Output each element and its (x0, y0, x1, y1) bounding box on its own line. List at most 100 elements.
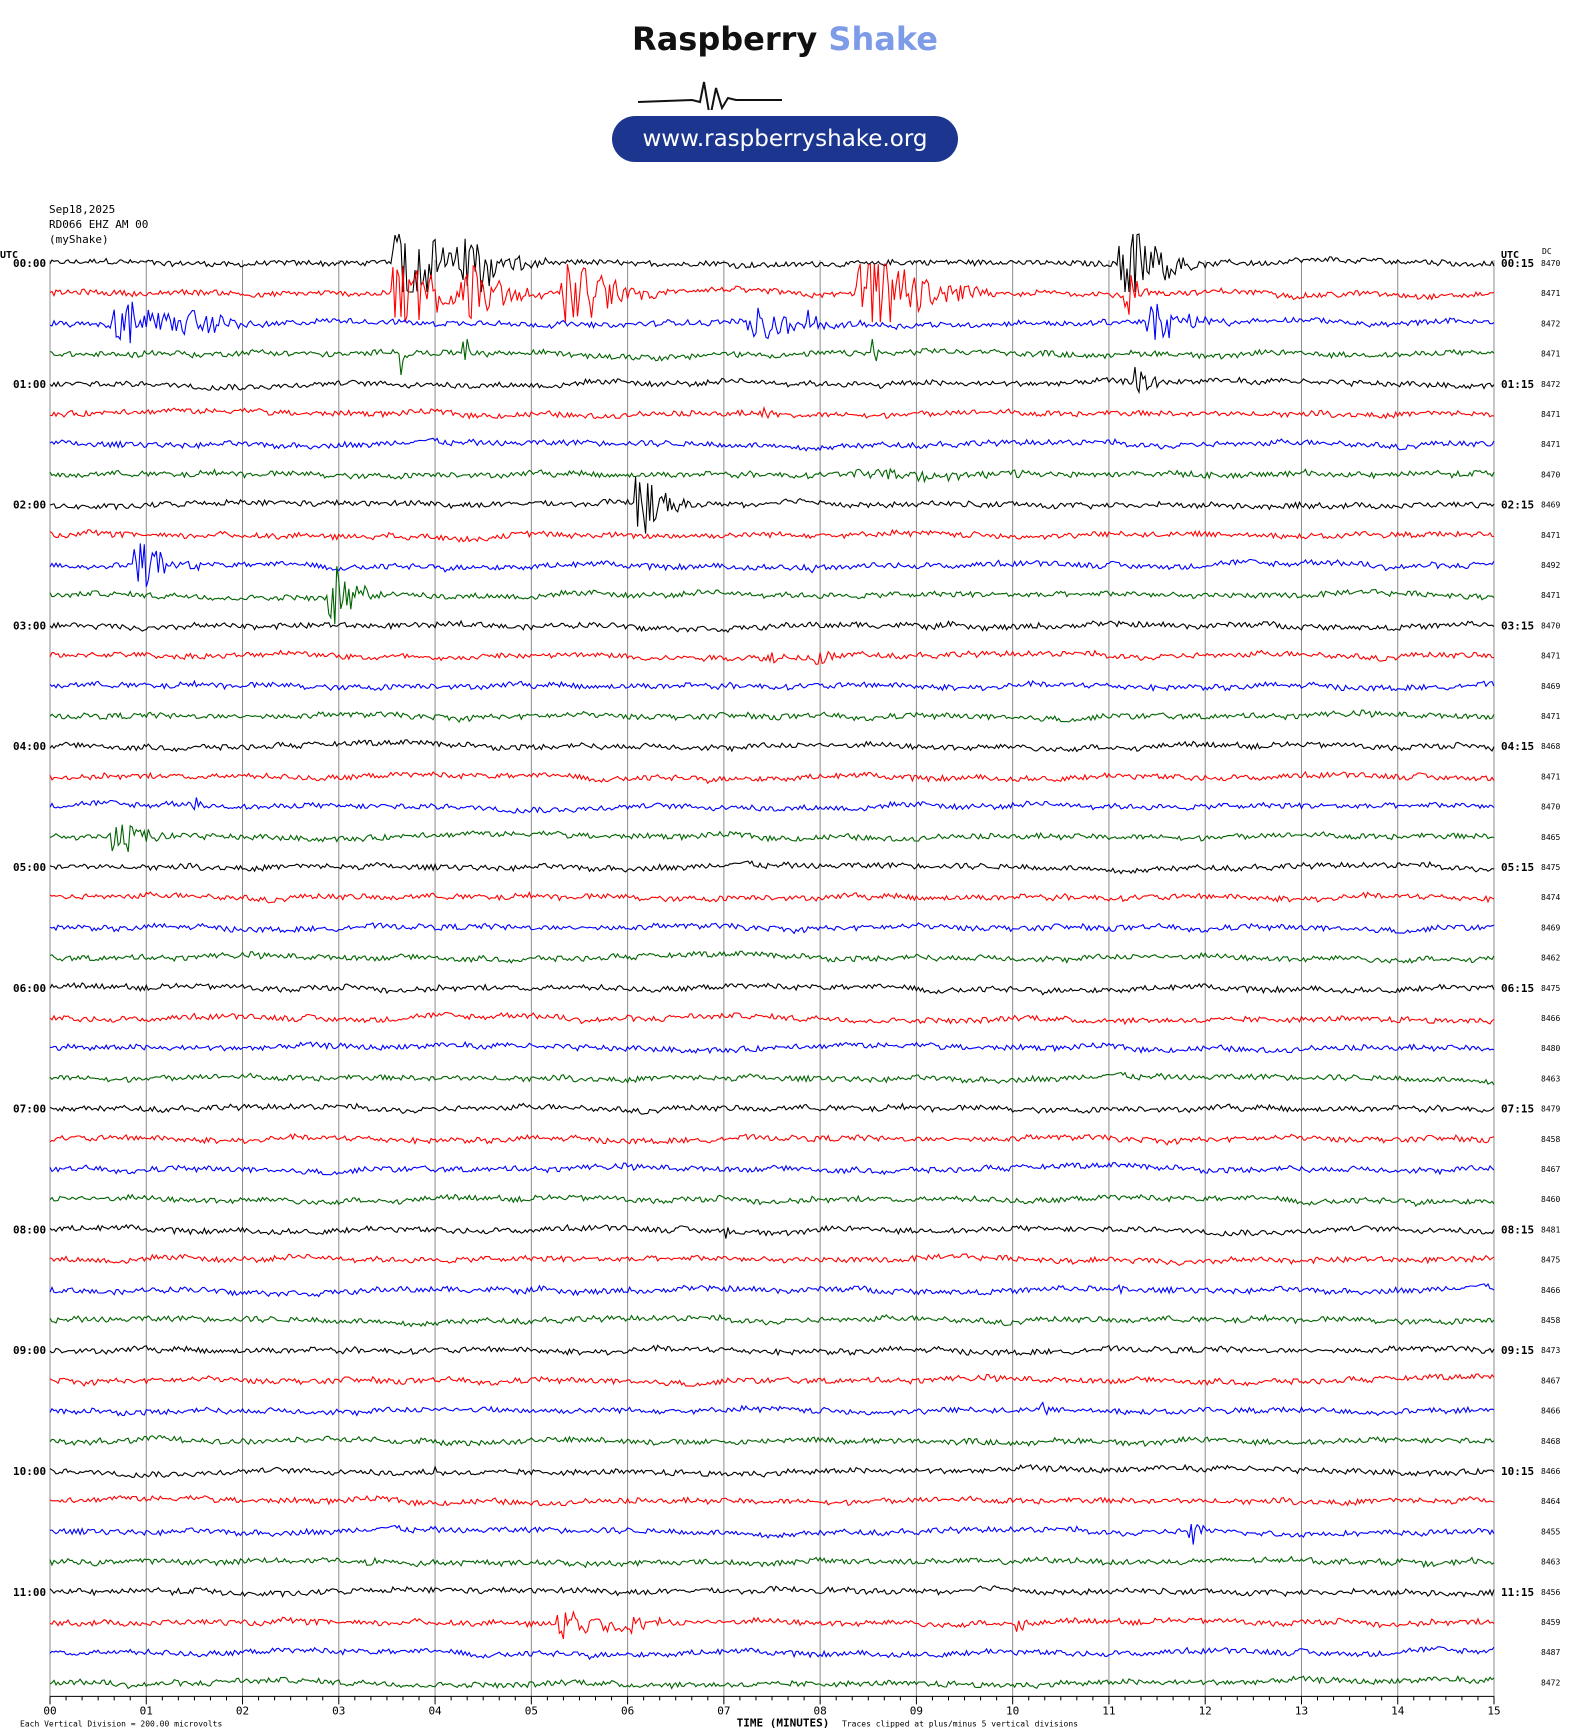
trace-39 (49, 1434, 1495, 1447)
x-tick-label: 15 (1487, 1704, 1500, 1717)
trace-36 (49, 1344, 1495, 1357)
dc-value: 8466 (1541, 1467, 1560, 1476)
trace-46 (49, 1646, 1495, 1661)
trace-4 (49, 366, 1495, 395)
trace-18 (49, 797, 1495, 814)
trace-35 (49, 1313, 1495, 1328)
dc-value: 8471 (1541, 350, 1560, 359)
dc-value: 8481 (1541, 1225, 1560, 1234)
dc-value: 8471 (1541, 712, 1560, 721)
brand-name: Raspberry Shake (560, 20, 1010, 58)
dc-value: 8472 (1541, 1678, 1560, 1687)
trace-32 (49, 1223, 1495, 1239)
header-source: (myShake) (49, 233, 109, 246)
dc-value: 8466 (1541, 1407, 1560, 1416)
dc-value: 8458 (1541, 1135, 1560, 1144)
dc-value: 8487 (1541, 1648, 1560, 1657)
x-tick-label: 02 (236, 1704, 249, 1717)
utc-label-left: UTC (0, 250, 18, 261)
trace-34 (49, 1282, 1495, 1298)
trace-41 (49, 1494, 1495, 1507)
dc-value: 8492 (1541, 561, 1560, 570)
trace-31 (49, 1193, 1495, 1208)
dc-value: 8480 (1541, 1044, 1560, 1053)
hour-label-left: 07:00 (13, 1103, 46, 1116)
hour-label-right: 00:15 (1501, 257, 1534, 270)
x-tick-label: 04 (428, 1704, 442, 1717)
x-tick-label: 11 (1102, 1704, 1115, 1717)
dc-value: 8471 (1541, 410, 1560, 419)
x-tick-label: 09 (910, 1704, 923, 1717)
x-axis-title: TIME (MINUTES) (737, 1716, 830, 1729)
trace-29 (49, 1133, 1495, 1146)
trace-11 (49, 566, 1495, 625)
x-tick-label: 03 (332, 1704, 345, 1717)
raspberry-shake-logo: Raspberry Shake www.raspberryshake.org (560, 20, 1010, 170)
dc-value: 8475 (1541, 1256, 1560, 1265)
x-tick-label: 12 (1199, 1704, 1212, 1717)
trace-37 (49, 1373, 1495, 1387)
hour-label-left: 02:00 (13, 499, 46, 512)
dc-value: 8463 (1541, 1558, 1560, 1567)
dc-value: 8471 (1541, 772, 1560, 781)
hour-label-right: 07:15 (1501, 1103, 1534, 1116)
dc-value: 8469 (1541, 682, 1560, 691)
dc-value: 8471 (1541, 289, 1560, 298)
hour-label-right: 09:15 (1501, 1344, 1534, 1357)
trace-21 (49, 891, 1495, 904)
x-tick-label: 01 (140, 1704, 153, 1717)
dc-value: 8455 (1541, 1527, 1560, 1536)
dc-value: 8465 (1541, 833, 1560, 842)
x-tick-label: 13 (1295, 1704, 1308, 1717)
hour-label-right: 01:15 (1501, 378, 1534, 391)
hour-label-left: 08:00 (13, 1223, 46, 1236)
hour-label-right: 10:15 (1501, 1465, 1534, 1478)
trace-group (49, 233, 1495, 1690)
logo-pulse-icon (637, 81, 782, 110)
trace-12 (49, 619, 1495, 634)
dc-value: 8471 (1541, 652, 1560, 661)
hour-label-right: 03:15 (1501, 619, 1534, 632)
utc-label-right: UTC (1501, 250, 1519, 261)
plot-grid (49, 260, 1495, 1697)
dc-value: 8467 (1541, 1376, 1560, 1385)
dc-value: 8473 (1541, 1346, 1560, 1355)
trace-26 (49, 1040, 1495, 1055)
trace-5 (49, 405, 1495, 420)
dc-value: 8475 (1541, 863, 1560, 872)
dc-value: 8467 (1541, 1165, 1560, 1174)
hour-label-left: 00:00 (13, 257, 46, 270)
dc-value: 8460 (1541, 1195, 1560, 1204)
x-tick-label: 06 (621, 1704, 634, 1717)
trace-20 (49, 860, 1495, 875)
trace-38 (49, 1401, 1495, 1417)
trace-19 (49, 824, 1495, 853)
hour-label-left: 04:00 (13, 740, 46, 753)
footer-left: Each Vertical Division = 200.00 microvol… (20, 1719, 222, 1728)
dc-value: 8471 (1541, 591, 1560, 600)
hour-label-left: 05:00 (13, 861, 46, 874)
website-link[interactable]: www.raspberryshake.org (612, 116, 958, 162)
hour-label-right: 04:15 (1501, 740, 1534, 753)
dc-value: 8479 (1541, 1105, 1560, 1114)
hour-label-right: 08:15 (1501, 1223, 1534, 1236)
x-tick-label: 14 (1391, 1704, 1405, 1717)
trace-16 (49, 739, 1495, 753)
trace-43 (49, 1555, 1495, 1569)
trace-15 (49, 709, 1495, 723)
x-tick-label: 00 (43, 1704, 56, 1717)
hour-label-left: 03:00 (13, 619, 46, 632)
dc-value: 8471 (1541, 531, 1560, 540)
hour-label-right: 11:15 (1501, 1586, 1534, 1599)
trace-47 (49, 1675, 1495, 1690)
x-tick-label: 05 (525, 1704, 538, 1717)
hour-label-left: 06:00 (13, 982, 46, 995)
x-tick-label: 08 (814, 1704, 827, 1717)
dc-value: 8471 (1541, 440, 1560, 449)
trace-7 (49, 467, 1495, 484)
x-tick-label: 10 (1006, 1704, 1019, 1717)
dc-value: 8470 (1541, 803, 1560, 812)
trace-30 (49, 1162, 1495, 1176)
trace-0 (49, 233, 1495, 293)
